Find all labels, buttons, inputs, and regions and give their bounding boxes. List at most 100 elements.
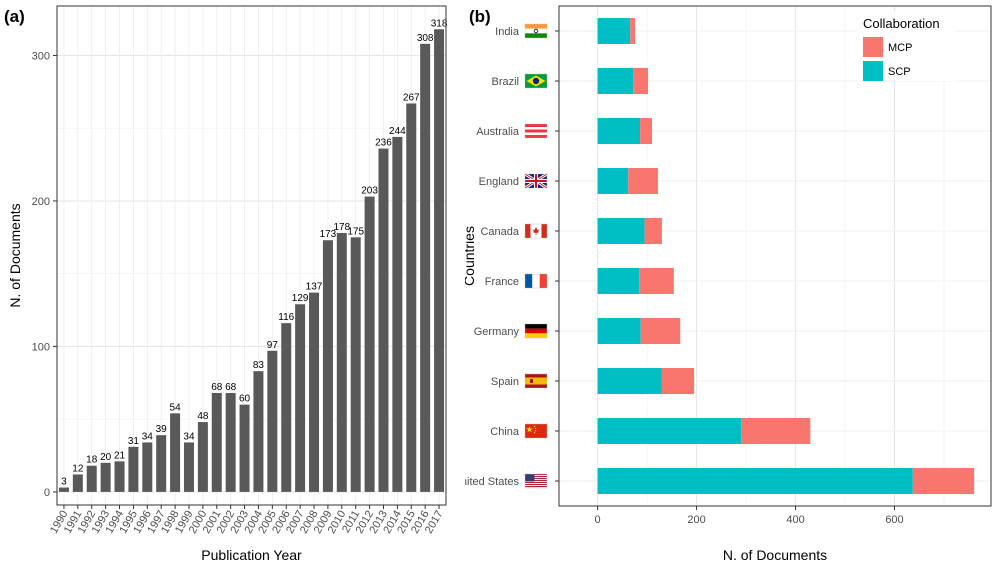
panel-border-b xyxy=(558,5,992,507)
bar-2007 xyxy=(295,304,306,492)
y-tick-label: Germany xyxy=(474,326,520,338)
flag-part xyxy=(532,77,540,85)
flag-part xyxy=(533,227,539,233)
bar-1999 xyxy=(183,442,194,492)
bar-germany-scp xyxy=(597,318,641,344)
bar-1994 xyxy=(114,461,125,492)
bar-2012 xyxy=(364,196,375,492)
flag-border xyxy=(524,323,548,339)
x-axis-title-b: N. of Documents xyxy=(723,547,827,563)
data-label-1991: 12 xyxy=(72,463,84,474)
flag-border xyxy=(524,373,548,389)
data-label-2010: 178 xyxy=(333,222,350,233)
bar-2008 xyxy=(309,292,320,492)
bar-united-states-mcp xyxy=(912,468,975,494)
data-label-2012: 203 xyxy=(361,186,378,197)
flag-part xyxy=(525,274,533,288)
data-label-2013: 236 xyxy=(375,138,392,149)
flag-part xyxy=(525,328,547,334)
england-flag-icon xyxy=(524,172,548,190)
bar-1992 xyxy=(86,465,97,492)
bar-2013 xyxy=(378,148,389,492)
bar-2003 xyxy=(239,404,250,492)
china-flag-icon xyxy=(524,423,548,439)
data-label-2014: 244 xyxy=(389,126,406,137)
data-label-1990: 3 xyxy=(61,477,67,488)
bar-2009 xyxy=(322,240,333,492)
bar-canada-mcp xyxy=(644,218,662,244)
bar-france-scp xyxy=(597,268,640,294)
x-tick-label: 600 xyxy=(885,514,903,526)
bar-china-scp xyxy=(597,418,742,444)
flag-part xyxy=(525,474,535,482)
data-label-1999: 34 xyxy=(183,431,195,442)
flag-part xyxy=(532,274,540,288)
bar-china-mcp xyxy=(741,418,811,444)
united-states-flag-icon xyxy=(524,473,548,489)
bar-2010 xyxy=(336,232,347,492)
bar-2016 xyxy=(420,43,431,492)
y-tick-label: United States xyxy=(465,476,519,488)
flag-part xyxy=(525,324,547,329)
flag-part xyxy=(525,474,547,476)
bar-canada-scp xyxy=(597,218,645,244)
bar-australia-scp xyxy=(597,118,641,144)
bar-2000 xyxy=(197,422,208,492)
flag-border xyxy=(524,73,548,89)
flag-border xyxy=(524,23,548,39)
data-label-2001: 68 xyxy=(211,382,223,393)
y-axis-title-a: N. of Documents xyxy=(7,203,23,307)
bar-england-mcp xyxy=(628,168,658,194)
flag-border xyxy=(524,473,548,489)
data-label-2002: 68 xyxy=(225,382,237,393)
y-tick-label: 100 xyxy=(32,341,50,353)
x-tick-label: 400 xyxy=(786,514,804,526)
germany-flag-icon xyxy=(524,323,548,339)
flag-part xyxy=(525,224,531,238)
bar-1996 xyxy=(142,442,153,492)
data-label-1997: 39 xyxy=(156,424,168,435)
bar-france-mcp xyxy=(639,268,674,294)
spain-flag-icon xyxy=(524,373,548,389)
bar-india-scp xyxy=(597,18,631,44)
chart-b: India Brazil Australia England Canada France G… xyxy=(465,5,992,563)
bar-2006 xyxy=(281,323,292,492)
flag-part xyxy=(525,135,547,138)
y-tick-label: Australia xyxy=(476,126,520,138)
bar-1991 xyxy=(72,474,83,492)
brazil-flag-icon xyxy=(524,73,548,89)
flag-border xyxy=(524,123,548,139)
bar-england-scp xyxy=(597,168,629,194)
flag-part xyxy=(539,274,547,288)
france-flag-icon xyxy=(524,273,548,289)
bar-2001 xyxy=(211,392,222,492)
y-tick-label: 200 xyxy=(32,196,50,208)
legend-title: Collaboration xyxy=(863,16,940,31)
bar-germany-mcp xyxy=(640,318,681,344)
bar-australia-mcp xyxy=(640,118,653,144)
panel-label-a: (a) xyxy=(4,7,25,26)
bar-2015 xyxy=(406,103,417,492)
flag-part xyxy=(526,426,533,433)
data-label-2005: 97 xyxy=(267,340,279,351)
data-label-2008: 137 xyxy=(306,282,323,293)
data-label-2011: 175 xyxy=(347,226,364,237)
data-label-1994: 21 xyxy=(114,450,126,461)
flag-part xyxy=(525,482,547,484)
y-tick-label: France xyxy=(485,276,519,288)
data-label-2000: 48 xyxy=(197,411,209,422)
bar-1990 xyxy=(58,487,69,492)
bar-spain-scp xyxy=(597,368,662,394)
data-label-2004: 83 xyxy=(253,360,265,371)
flag-border xyxy=(524,223,548,239)
flag-part xyxy=(525,33,547,38)
y-tick-label: Spain xyxy=(491,376,519,388)
bar-2014 xyxy=(392,136,403,492)
x-tick-label: 0 xyxy=(595,514,601,526)
flag-part xyxy=(525,180,547,182)
data-label-2007: 129 xyxy=(292,293,309,304)
legend-label-scp: SCP xyxy=(888,66,911,78)
y-tick-label: 300 xyxy=(32,50,50,62)
y-tick-label: Brazil xyxy=(491,76,519,88)
